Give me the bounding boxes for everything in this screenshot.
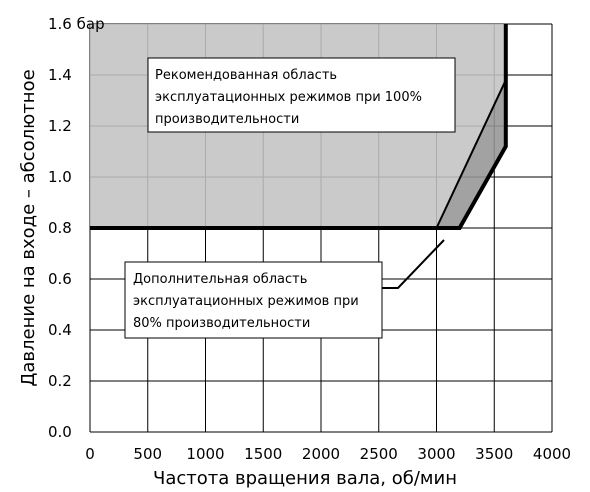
x-tick-label-1500: 1500 — [244, 445, 282, 463]
y-tick-label-8: 1.6 бар — [48, 15, 105, 33]
annotation-additional: Дополнительная область эксплуатационных … — [124, 239, 445, 339]
x-tick-label-3500: 3500 — [475, 445, 513, 463]
y-tick-label-7: 1.4 — [48, 66, 72, 84]
y-tick-label-4: 0.8 — [48, 219, 72, 237]
tick-labels: 0 500 1000 1500 2000 2500 3000 3500 4000 0.0 0.2 0.… — [48, 15, 571, 463]
annotation-recommended-line-3: производительности — [155, 112, 299, 127]
annotation-additional-leader — [382, 239, 445, 289]
y-tick-label-0: 0.0 — [48, 423, 72, 441]
x-tick-label-0: 0 — [85, 445, 95, 463]
y-tick-label-1: 0.2 — [48, 372, 72, 390]
x-tick-label-2500: 2500 — [360, 445, 398, 463]
x-tick-label-1000: 1000 — [186, 445, 224, 463]
boundary-lines — [90, 24, 508, 230]
y-tick-label-3: 0.6 — [48, 270, 72, 288]
x-axis-label: Частота вращения вала, об/мин — [153, 468, 457, 489]
annotation-recommended-line-2: эксплуатационных режимов при 100% — [155, 90, 422, 105]
annotation-recommended-box — [147, 57, 456, 133]
x-tick-label-500: 500 — [133, 445, 162, 463]
x-tick-label-2000: 2000 — [302, 445, 340, 463]
annotation-additional-line-1: Дополнительная область — [133, 272, 307, 287]
boundary-line — [90, 24, 508, 230]
annotation-additional-line-3: 80% производительности — [133, 316, 310, 331]
x-tick-label-4000: 4000 — [533, 445, 571, 463]
y-tick-label-6: 1.2 — [48, 117, 72, 135]
annotation-additional-line-2: эксплуатационных режимов при — [133, 294, 359, 309]
x-tick-label-3000: 3000 — [417, 445, 455, 463]
y-axis-label: Давление на входе – абсолютное — [18, 69, 39, 386]
y-tick-label-2: 0.4 — [48, 321, 72, 339]
annotation-recommended: Рекомендованная область эксплуатационных… — [147, 57, 456, 133]
y-tick-label-5: 1.0 — [48, 168, 72, 186]
limit-line-100 — [435, 79, 507, 229]
annotation-additional-box — [124, 261, 383, 339]
annotation-recommended-line-1: Рекомендованная область — [155, 68, 337, 83]
